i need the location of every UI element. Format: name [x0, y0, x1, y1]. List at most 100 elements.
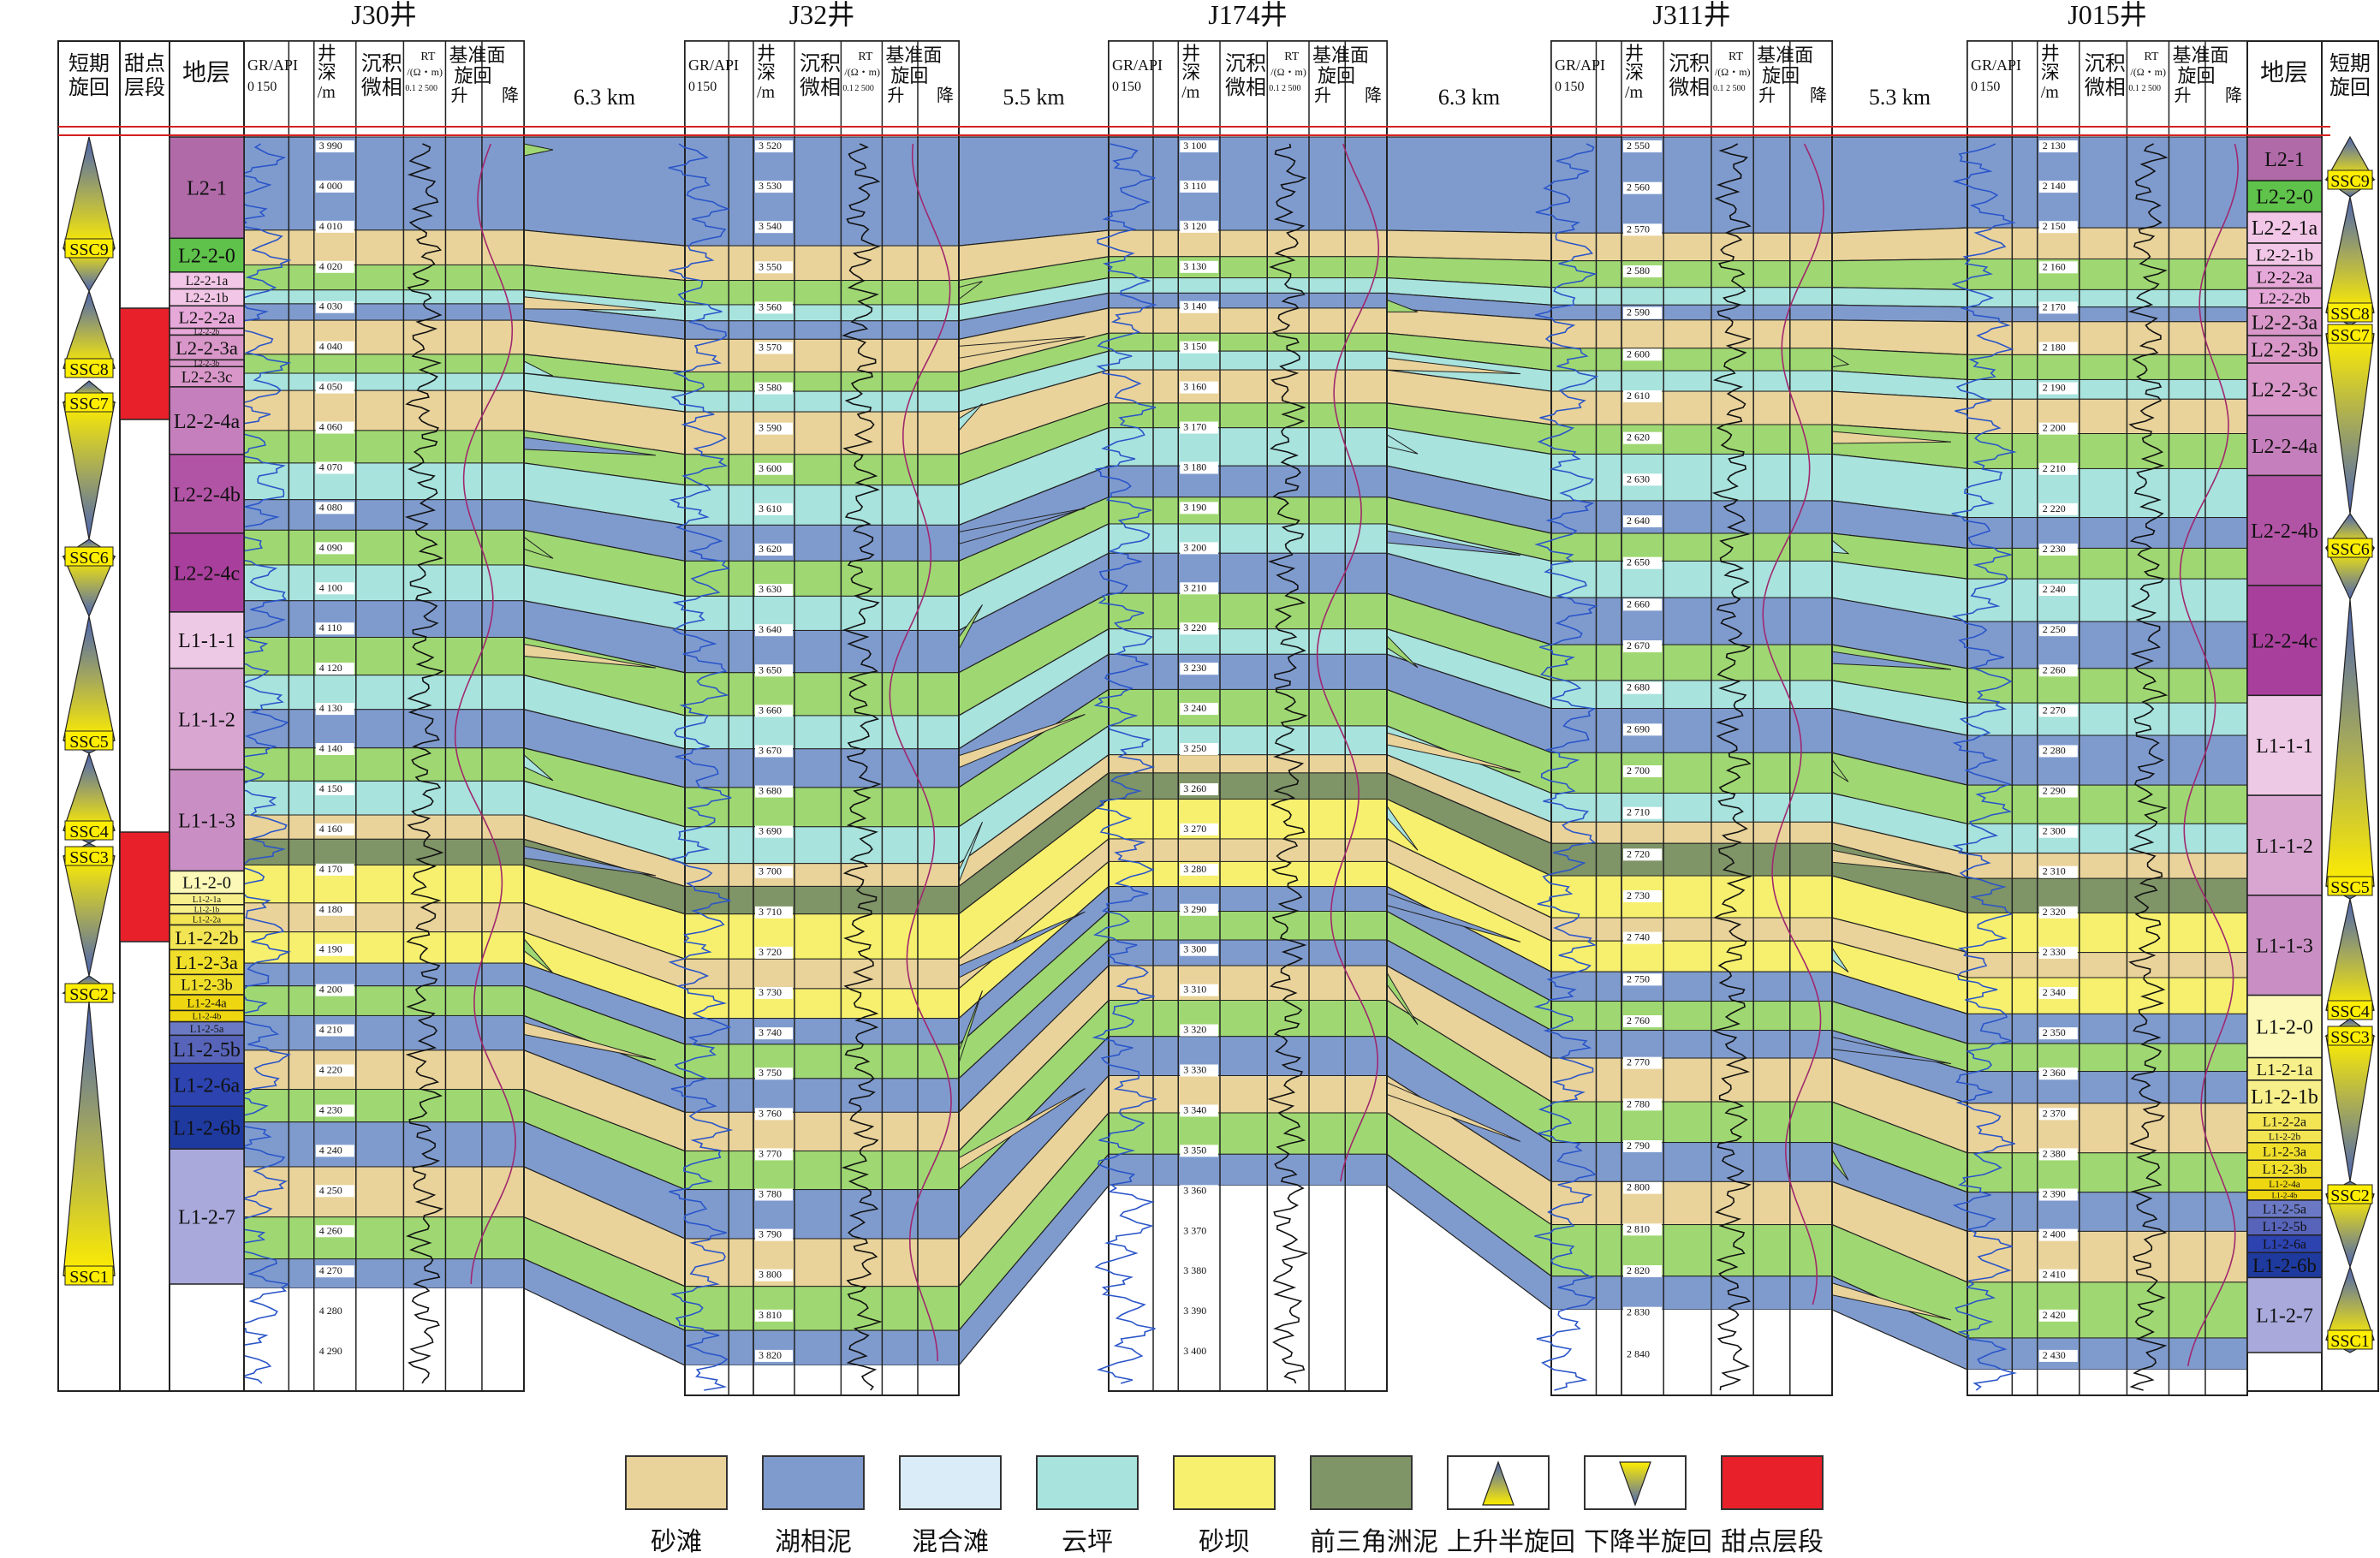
well-facies-layer — [1550, 792, 1833, 823]
base-header-1: 基准面 — [2172, 45, 2228, 66]
depth-tick-bg — [755, 825, 793, 838]
depth-tick-bg — [1623, 1306, 1663, 1319]
depth-tick-bg — [1623, 1348, 1663, 1361]
base-header-1: 基准面 — [1757, 45, 1813, 66]
strata-box-right — [2246, 180, 2323, 213]
base-level-curve — [454, 143, 516, 1285]
depth-tick-label: 4 230 — [319, 1103, 342, 1115]
strata-box-left — [169, 769, 245, 872]
gr-header: GR/API — [1971, 56, 2021, 74]
depth-tick-bg — [755, 140, 793, 152]
cycle-label: SSC9 — [69, 241, 109, 259]
facies-header-1: 沉积 — [1669, 52, 1710, 75]
strata-label-right: L2-2-2b — [2259, 290, 2311, 307]
depth-tick-label: 3 740 — [759, 1026, 782, 1038]
depth-tick-bg — [1180, 180, 1218, 193]
depth-tick-bg — [1623, 1181, 1663, 1194]
depth-tick-label: 2 390 — [2043, 1188, 2066, 1200]
gr-range-min: 0 — [1555, 80, 1562, 94]
base-header-2: 旋回 — [1762, 65, 1800, 86]
well-facies-layer — [1966, 668, 2248, 704]
depth-tick-label: 3 800 — [759, 1269, 782, 1281]
strata-label-left: L2-2-4c — [174, 562, 240, 585]
cycle-label-bg — [2327, 169, 2373, 190]
depth-tick-label: 2 730 — [1627, 889, 1650, 901]
strata-label-left: L2-2-1a — [186, 274, 229, 288]
gr-range-max: 150 — [256, 80, 277, 94]
well-facies-layer — [684, 338, 960, 372]
depth-tick-bg — [2038, 382, 2078, 395]
strata-box-left — [169, 667, 245, 770]
depth-tick-bg — [1623, 890, 1663, 902]
depth-tick-bg — [1623, 598, 1663, 611]
strata-label-left: L1-2-3a — [176, 952, 238, 973]
depth-tick-bg — [1180, 542, 1218, 555]
depth-tick-bg — [1623, 681, 1663, 694]
rt-max: 2 500 — [1282, 84, 1301, 93]
fall-label: 降 — [2225, 86, 2242, 105]
well-facies-layer — [1108, 136, 1388, 231]
depth-tick-label: 3 220 — [1183, 621, 1206, 633]
depth-tick-label: 2 210 — [2043, 462, 2066, 474]
depth-tick-bg — [755, 1349, 793, 1362]
well-facies-layer — [1966, 1103, 2248, 1154]
well-5: 2 130 2 140 2 150 2 160 2 170 2 180 2 190 2 200… — [1951, 40, 2248, 1396]
well-title: J30井 — [351, 0, 416, 30]
well-facies-layer — [243, 1014, 525, 1051]
depth-tick-bg — [1623, 848, 1663, 861]
depth-tick-label: 3 100 — [1183, 140, 1206, 152]
depth-tick-label: 2 770 — [1627, 1056, 1650, 1068]
depth-header: 井 — [2041, 43, 2060, 64]
depth-tick-bg — [315, 743, 354, 756]
depth-tick-label: 4 120 — [319, 662, 342, 674]
depth-tick-bg — [1623, 223, 1663, 236]
legend-swatch — [625, 1455, 728, 1510]
strata-box-right — [2246, 242, 2323, 267]
depth-tick-label: 4 040 — [319, 341, 342, 353]
base-header-2: 旋回 — [1318, 65, 1355, 86]
depth-tick-bg — [1180, 341, 1218, 354]
well-header-box — [684, 40, 960, 128]
well-facies-layer — [1108, 772, 1388, 800]
cycle-label-bg — [2327, 538, 2373, 558]
depth-tick-label: 2 310 — [2043, 865, 2066, 877]
depth-header: 井 — [1625, 43, 1644, 64]
strata-box-left — [169, 1062, 245, 1107]
facies-header-1: 沉积 — [800, 52, 841, 75]
well-facies-layer — [1550, 597, 1833, 645]
rise-label: 升 — [2174, 86, 2191, 105]
strata-label-right: L1-1-3 — [2256, 936, 2313, 958]
legend-label: 上升半旋回 — [1447, 1528, 1575, 1556]
depth-tick-bg — [2038, 462, 2078, 475]
gr-range-max: 150 — [1563, 80, 1584, 94]
depth-tick-label: 3 620 — [759, 543, 782, 555]
gr-curve — [1092, 143, 1157, 1384]
depth-tick-bg — [315, 421, 354, 434]
legend-item: 云坪 — [1036, 1455, 1139, 1558]
depth-tick-label: 3 660 — [759, 704, 782, 716]
strata-box-left — [169, 454, 245, 534]
well-facies-layer — [684, 1329, 960, 1366]
strata-label-right: L1-2-4b — [2272, 1191, 2298, 1199]
well-facies-layer — [684, 1238, 960, 1287]
depth-tick-label: 3 820 — [759, 1349, 782, 1361]
legend-swatch — [1310, 1455, 1413, 1510]
depth-header-2: 深 — [2041, 62, 2060, 83]
depth-tick-bg — [755, 502, 793, 515]
depth-tick-label: 4 050 — [319, 381, 342, 393]
legend-item: 混合滩 — [899, 1455, 1002, 1558]
legend-label: 下降半旋回 — [1584, 1528, 1712, 1556]
cycle-label: SSC8 — [2330, 305, 2370, 324]
depth-tick-bg — [315, 1185, 354, 1198]
depth-tick-label: 4 100 — [319, 581, 342, 593]
depth-tick-label: 3 760 — [759, 1107, 782, 1119]
rt-min: 0.1 — [1713, 84, 1724, 93]
strata-label-left: L1-2-5a — [190, 1023, 224, 1035]
depth-tick-bg — [315, 943, 354, 956]
depth-tick-label: 3 810 — [759, 1309, 782, 1321]
depth-tick-bg — [315, 903, 354, 916]
depth-tick-label: 4 190 — [319, 943, 342, 955]
depth-tick-bg — [315, 502, 354, 514]
rt-curve — [841, 143, 883, 1391]
depth-tick-label: 2 620 — [1627, 431, 1650, 443]
